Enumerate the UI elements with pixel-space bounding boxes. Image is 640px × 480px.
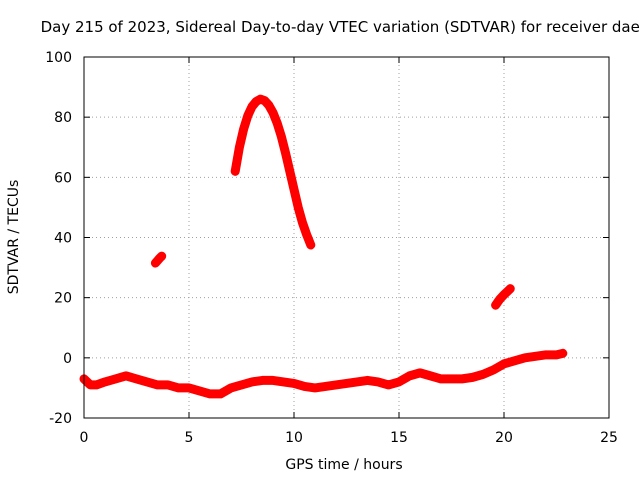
data-point [248, 377, 256, 386]
x-tick-label: 0 [80, 430, 89, 446]
data-point [248, 102, 256, 111]
data-point [153, 380, 162, 389]
data-point [269, 108, 277, 117]
data-point [252, 97, 261, 106]
data-point [269, 376, 277, 385]
data-point [311, 383, 319, 392]
data-point [285, 167, 294, 176]
data-point [479, 370, 487, 379]
data-point [174, 383, 183, 392]
x-tick-label: 25 [600, 430, 618, 446]
data-point [290, 379, 298, 388]
y-tick-label: 20 [54, 291, 72, 307]
y-tick-label: 100 [45, 50, 72, 66]
data-point [258, 376, 267, 385]
data-point [437, 374, 445, 383]
grid-lines [84, 57, 609, 418]
data-point [239, 125, 248, 134]
data-point [321, 382, 330, 391]
data-point [216, 389, 225, 398]
data-point [363, 376, 372, 385]
data-point [384, 380, 393, 389]
data-point [405, 371, 414, 380]
data-point [306, 241, 315, 250]
data-point [500, 359, 508, 368]
data-point [342, 379, 351, 388]
data-point [531, 352, 540, 361]
data-point [101, 377, 109, 386]
x-tick-label: 15 [390, 430, 408, 446]
data-point [279, 377, 288, 386]
data-point [542, 350, 550, 359]
data-point [132, 374, 141, 383]
data-point [111, 374, 120, 383]
data-point [294, 203, 303, 212]
data-point [395, 377, 403, 386]
x-axis-label: GPS time / hours [285, 457, 402, 473]
data-point [273, 119, 282, 128]
plot-frame [83, 56, 610, 419]
data-point [195, 386, 204, 395]
y-axis-label: SDTVAR / TECUs [6, 180, 22, 295]
data-point [491, 301, 500, 310]
x-tick-label: 5 [185, 430, 194, 446]
data-point [552, 350, 561, 359]
data-point [185, 383, 193, 392]
series-baseline [79, 348, 568, 399]
data-point [290, 185, 298, 194]
data-point [264, 101, 273, 110]
series-arc-1 [150, 251, 167, 268]
data-point [374, 377, 382, 386]
axis-ticks: 0 5 10 15 20 25 -20 0 20 40 60 80 100 [45, 50, 618, 446]
data-marks [79, 94, 568, 399]
data-point [495, 295, 504, 304]
x-tick-label: 20 [495, 430, 513, 446]
data-point [122, 371, 130, 380]
data-point [164, 380, 172, 389]
data-point [92, 380, 101, 389]
y-tick-label: 40 [54, 231, 72, 247]
data-point [298, 218, 307, 227]
data-point [416, 368, 424, 377]
y-tick-label: 80 [54, 110, 72, 126]
y-tick-label: -20 [49, 411, 72, 427]
data-point [206, 389, 214, 398]
data-point [447, 374, 456, 383]
data-point [332, 380, 340, 389]
data-point [157, 252, 166, 261]
data-point [277, 132, 286, 141]
data-point [300, 382, 309, 391]
data-point [458, 374, 466, 383]
data-point [353, 377, 361, 386]
data-point [231, 167, 240, 176]
data-point [506, 284, 515, 293]
data-point [281, 149, 290, 158]
data-point [237, 380, 246, 389]
y-tick-label: 0 [63, 351, 72, 367]
data-point [521, 353, 529, 362]
data-point [243, 111, 252, 120]
data-point [256, 95, 265, 104]
data-point [143, 377, 151, 386]
data-point [510, 356, 519, 365]
data-point [558, 349, 567, 358]
x-tick-label: 10 [285, 430, 303, 446]
data-point [468, 373, 477, 382]
data-point [260, 96, 269, 105]
data-point [426, 371, 435, 380]
chart-title: Day 215 of 2023, Sidereal Day-to-day VTE… [41, 18, 640, 36]
data-point [489, 365, 498, 374]
y-tick-label: 60 [54, 170, 72, 186]
data-point [302, 230, 311, 239]
data-point [227, 383, 235, 392]
data-point [500, 290, 508, 299]
data-point [235, 143, 244, 152]
